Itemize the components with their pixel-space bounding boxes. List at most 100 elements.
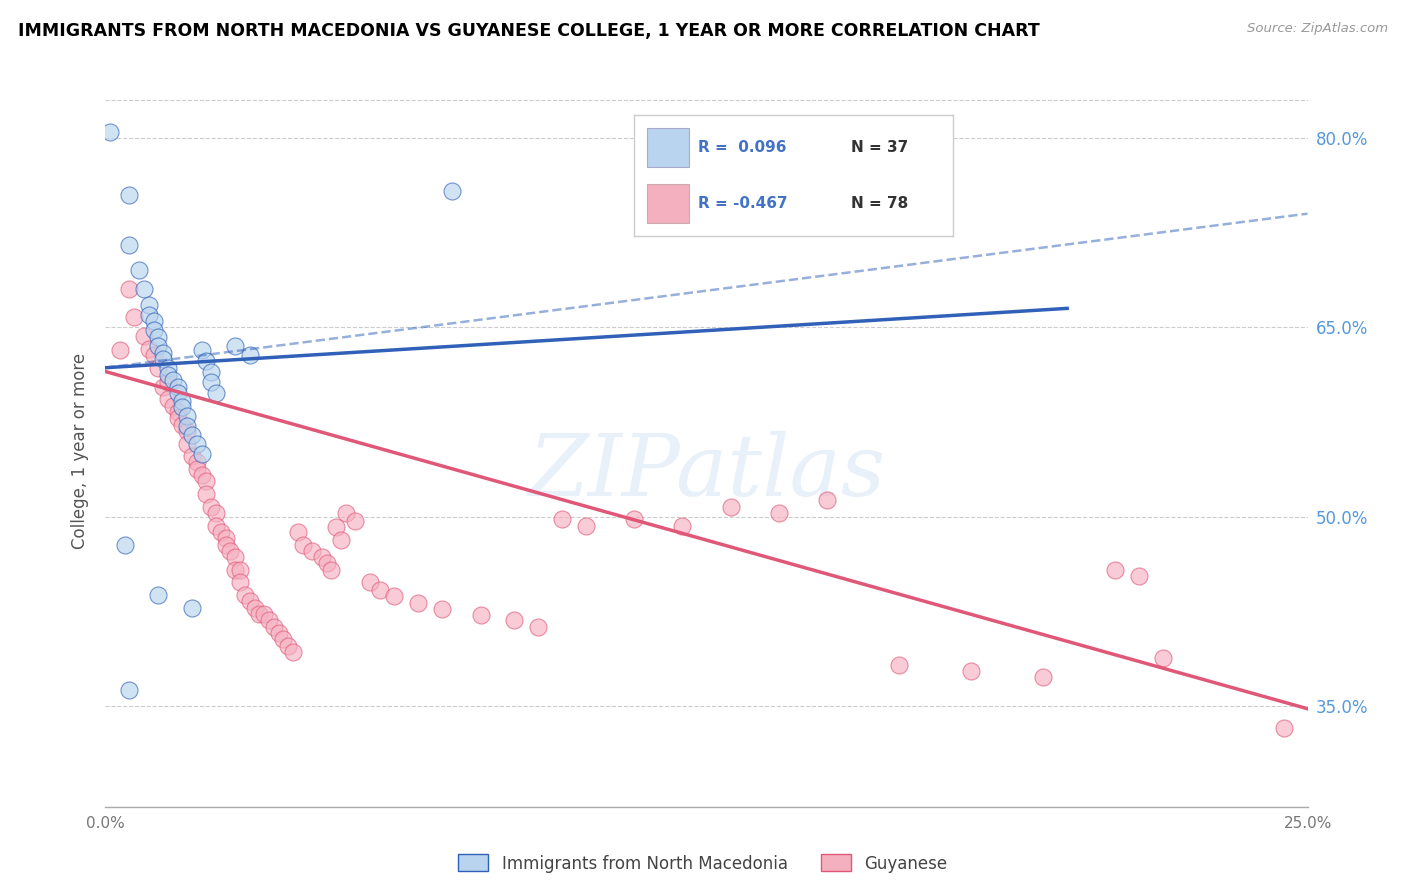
Point	[575, 518, 598, 533]
Point	[315, 557, 337, 571]
Point	[960, 664, 983, 678]
Point	[142, 323, 165, 337]
Point	[166, 405, 188, 419]
Point	[335, 506, 357, 520]
Point	[263, 620, 285, 634]
Point	[671, 518, 693, 533]
Point	[148, 339, 170, 353]
Point	[273, 632, 295, 647]
Point	[200, 500, 222, 514]
Point	[195, 354, 218, 368]
Point	[156, 375, 179, 389]
Point	[152, 351, 174, 366]
Point	[190, 447, 212, 461]
Point	[382, 590, 405, 604]
Point	[118, 238, 141, 252]
Point	[156, 392, 179, 407]
Point	[205, 506, 228, 520]
Point	[176, 424, 198, 438]
Point	[239, 348, 262, 362]
Point	[152, 379, 174, 393]
Point	[224, 339, 246, 353]
Point	[148, 360, 170, 375]
Point	[118, 282, 141, 296]
Point	[166, 379, 188, 393]
Point	[344, 514, 367, 528]
Point	[224, 550, 246, 565]
Point	[181, 449, 204, 463]
Point	[172, 400, 194, 414]
Point	[1128, 569, 1150, 583]
Point	[172, 393, 194, 408]
Point	[118, 187, 141, 202]
Point	[138, 308, 160, 322]
Point	[142, 348, 165, 362]
Point	[138, 297, 160, 311]
Point	[181, 600, 204, 615]
Point	[176, 418, 198, 433]
Point	[132, 329, 155, 343]
Point	[430, 602, 453, 616]
Point	[186, 436, 208, 450]
Point	[1032, 670, 1054, 684]
Point	[108, 343, 131, 357]
Point	[148, 588, 170, 602]
Point	[551, 512, 574, 526]
Point	[195, 475, 218, 489]
Point	[195, 487, 218, 501]
Point	[267, 626, 290, 640]
Point	[368, 582, 391, 597]
Text: Source: ZipAtlas.com: Source: ZipAtlas.com	[1247, 22, 1388, 36]
Point	[1272, 721, 1295, 735]
Point	[132, 282, 155, 296]
Point	[720, 500, 742, 514]
Point	[181, 427, 204, 442]
Point	[239, 594, 262, 608]
Point	[166, 411, 188, 425]
Point	[186, 462, 208, 476]
Point	[503, 613, 526, 627]
Point	[470, 608, 492, 623]
Point	[887, 657, 910, 672]
Point	[190, 468, 212, 483]
Point	[172, 417, 194, 432]
Point	[281, 645, 304, 659]
Point	[247, 607, 270, 621]
Point	[768, 506, 790, 520]
Point	[214, 537, 236, 551]
Point	[128, 263, 150, 277]
Point	[321, 563, 343, 577]
Point	[148, 330, 170, 344]
Point	[142, 314, 165, 328]
Point	[301, 544, 323, 558]
Point	[118, 682, 141, 697]
Point	[162, 399, 184, 413]
Point	[291, 537, 314, 551]
Point	[156, 368, 179, 383]
Point	[200, 365, 222, 379]
Text: ZIPatlas: ZIPatlas	[527, 431, 886, 513]
Point	[359, 575, 381, 590]
Point	[229, 575, 252, 590]
Point	[253, 607, 276, 621]
Point	[214, 531, 236, 545]
Point	[162, 373, 184, 387]
Point	[166, 386, 188, 401]
Point	[176, 409, 198, 423]
Point	[406, 596, 429, 610]
Point	[623, 512, 645, 526]
Point	[325, 520, 347, 534]
Point	[205, 518, 228, 533]
Point	[1104, 563, 1126, 577]
Text: IMMIGRANTS FROM NORTH MACEDONIA VS GUYANESE COLLEGE, 1 YEAR OR MORE CORRELATION : IMMIGRANTS FROM NORTH MACEDONIA VS GUYAN…	[18, 22, 1040, 40]
Point	[233, 588, 256, 602]
Point	[152, 345, 174, 359]
Point	[176, 436, 198, 450]
Point	[287, 524, 309, 539]
Point	[186, 455, 208, 469]
Point	[98, 124, 121, 138]
Point	[330, 533, 353, 547]
Legend: Immigrants from North Macedonia, Guyanese: Immigrants from North Macedonia, Guyanes…	[451, 847, 955, 880]
Point	[440, 184, 463, 198]
Point	[114, 537, 136, 551]
